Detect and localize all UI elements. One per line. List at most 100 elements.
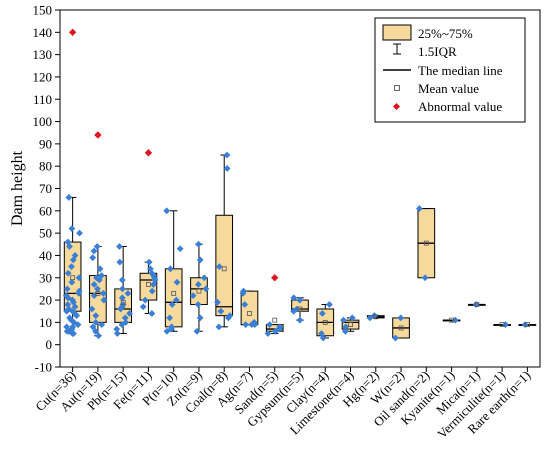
box-group [316, 301, 335, 342]
data-point [139, 303, 147, 311]
mean-marker [272, 317, 278, 323]
data-point [68, 225, 76, 233]
box-group [290, 294, 309, 324]
data-point [290, 294, 298, 302]
box-group [214, 151, 234, 331]
data-point [241, 301, 249, 308]
y-tick-label: 80 [39, 159, 52, 174]
data-point [215, 323, 223, 331]
mean-marker [398, 325, 404, 331]
data-point [397, 314, 405, 322]
mean-marker [146, 282, 151, 287]
data-point [63, 323, 71, 331]
y-tick-label: 30 [39, 270, 52, 285]
data-point [318, 330, 325, 337]
data-point [215, 263, 223, 270]
box-group [493, 321, 511, 329]
data-point [264, 330, 272, 337]
data-point [240, 287, 247, 295]
data-point [148, 310, 156, 317]
legend-box-label: 25%~75% [418, 26, 473, 41]
data-point [119, 285, 126, 293]
y-tick-label: 110 [33, 92, 52, 107]
y-tick-label: 100 [33, 114, 53, 129]
data-point [189, 292, 197, 299]
data-point [166, 314, 174, 322]
data-point [217, 307, 225, 315]
y-tick-label: 60 [39, 203, 52, 218]
box [341, 319, 360, 330]
data-point [64, 269, 72, 277]
data-point [68, 278, 76, 286]
mean-marker [474, 302, 480, 307]
data-point [421, 274, 429, 282]
data-point [65, 194, 73, 201]
data-point [415, 205, 423, 212]
data-point [163, 207, 171, 215]
data-point [148, 287, 156, 295]
data-point [141, 296, 149, 304]
box-group [518, 321, 537, 329]
mean-marker [499, 322, 505, 328]
mean-marker [322, 319, 328, 325]
box [215, 214, 234, 317]
box-group [340, 314, 360, 335]
data-point [194, 301, 202, 308]
data-point [195, 240, 202, 248]
y-tick-label: 70 [39, 181, 52, 196]
mean-marker [221, 266, 227, 272]
mean-marker [423, 240, 429, 246]
data-point [118, 276, 126, 284]
outlier-point [271, 274, 279, 282]
data-point [100, 296, 108, 304]
data-point [226, 312, 234, 320]
box-group [468, 301, 486, 308]
legend-outlier-label: Abnormal value [418, 99, 502, 114]
data-point [90, 247, 98, 255]
data-point [341, 327, 349, 335]
data-point [92, 318, 100, 326]
data-point [66, 314, 73, 322]
data-point [223, 151, 231, 159]
data-point [76, 229, 83, 237]
data-point [200, 274, 208, 282]
data-point [121, 314, 129, 322]
data-point [168, 323, 176, 331]
mean-marker [247, 311, 252, 316]
data-point [68, 263, 75, 270]
y-tick-label: 40 [39, 248, 52, 263]
box-group [442, 316, 461, 324]
mean-marker [196, 288, 202, 294]
mean-marker [373, 314, 379, 320]
mean-marker [348, 322, 353, 328]
data-point [88, 305, 96, 313]
mean-marker [95, 290, 101, 296]
outlier-point [144, 149, 153, 157]
data-point [242, 321, 250, 329]
data-point [296, 296, 304, 304]
data-point [89, 323, 97, 331]
data-point [276, 323, 283, 331]
y-tick-label: 150 [33, 3, 53, 18]
outlier-point [68, 28, 77, 36]
y-tick-label: 90 [39, 136, 52, 151]
data-point [176, 245, 184, 253]
data-point [168, 301, 176, 308]
data-point [113, 330, 121, 337]
mean-marker [297, 306, 303, 312]
data-point [223, 165, 231, 172]
data-point [147, 265, 154, 273]
data-point [122, 318, 130, 326]
data-point [118, 294, 126, 302]
data-point [194, 281, 202, 288]
legend-whisker-swatch [393, 43, 401, 55]
box-group [264, 274, 284, 337]
box-group [163, 207, 184, 335]
legend-box-swatch [382, 24, 412, 41]
legend-outlier-swatch [392, 102, 401, 111]
mean-marker [120, 299, 126, 305]
data-point [93, 243, 101, 250]
mean-marker [524, 322, 530, 328]
data-point [89, 254, 97, 262]
data-point [116, 243, 123, 250]
